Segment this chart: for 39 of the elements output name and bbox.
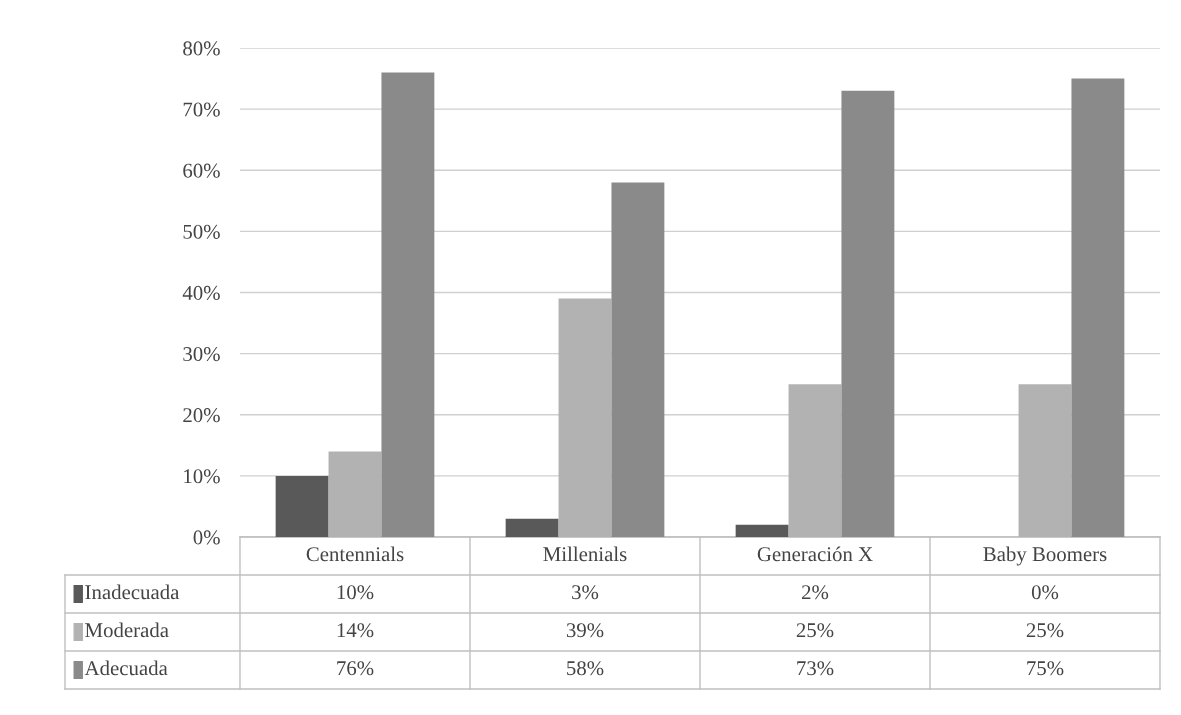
y-tick-label: 10% bbox=[184, 469, 220, 484]
data-label: 2% bbox=[802, 585, 829, 600]
y-tick-label: 50% bbox=[183, 224, 220, 239]
data-label: 0% bbox=[1031, 585, 1059, 600]
data-label: 58% bbox=[567, 661, 604, 676]
bar bbox=[275, 475, 329, 537]
data-label: 76% bbox=[337, 661, 374, 676]
bar bbox=[381, 72, 435, 537]
data-label: 39% bbox=[566, 623, 604, 638]
x-tick-label: Baby Boomers bbox=[983, 546, 1107, 566]
x-tick-label: Generación X bbox=[757, 546, 873, 562]
y-tick-label: 60% bbox=[183, 163, 220, 178]
y-tick-label: 40% bbox=[182, 285, 220, 300]
data-label: 25% bbox=[1026, 623, 1064, 638]
data-label: 10% bbox=[337, 585, 374, 600]
y-tick-label: 70% bbox=[183, 102, 220, 117]
bar bbox=[558, 298, 612, 537]
bar bbox=[328, 451, 382, 537]
x-tick-label: Millenials bbox=[543, 546, 627, 562]
bar bbox=[735, 524, 789, 537]
data-label: 3% bbox=[572, 585, 599, 600]
data-label: 73% bbox=[797, 661, 834, 676]
x-tick-label: Centennials bbox=[306, 546, 404, 562]
bar bbox=[841, 90, 895, 537]
y-tick-label: 0% bbox=[193, 530, 220, 545]
data-label: 14% bbox=[337, 623, 374, 638]
y-tick-label: 80% bbox=[183, 41, 220, 56]
legend-label: Inadecuada bbox=[85, 584, 180, 600]
bar bbox=[1071, 78, 1125, 537]
bar bbox=[611, 182, 665, 537]
bar bbox=[1018, 384, 1072, 537]
bar bbox=[788, 384, 842, 537]
legend-label: Moderada bbox=[85, 622, 169, 638]
bar bbox=[505, 518, 559, 537]
y-tick-label: 30% bbox=[183, 347, 220, 362]
y-tick-label: 20% bbox=[183, 408, 220, 423]
data-label: 75% bbox=[1027, 661, 1064, 676]
data-label: 25% bbox=[796, 623, 834, 638]
legend-label: Adecuada bbox=[84, 660, 168, 676]
